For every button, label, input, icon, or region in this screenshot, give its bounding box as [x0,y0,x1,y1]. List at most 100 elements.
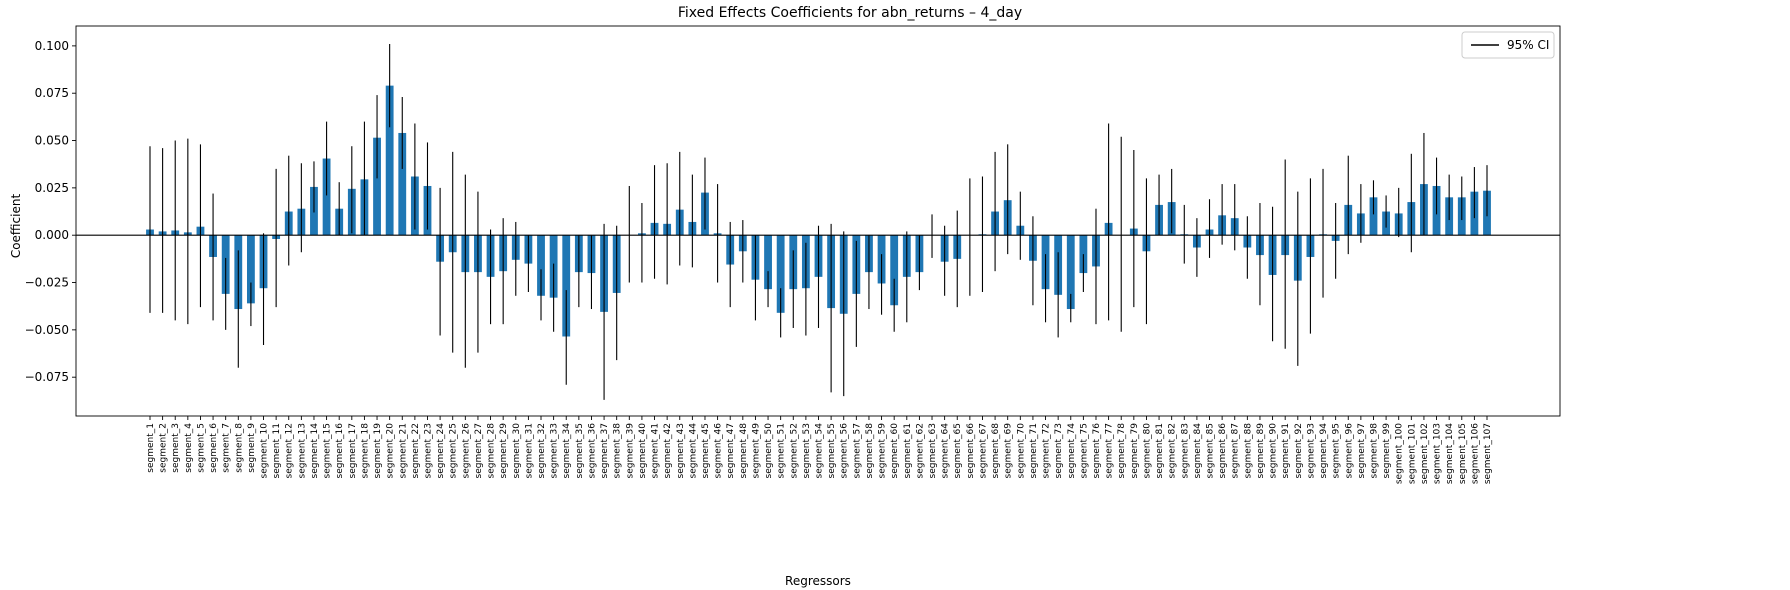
x-tick-label: segment_92 [1294,423,1304,478]
x-tick-label: segment_84 [1193,423,1203,479]
x-tick-label: segment_80 [1142,423,1152,479]
x-tick-label: segment_60 [890,423,900,479]
x-tick-label: segment_93 [1306,423,1316,478]
x-tick-label: segment_25 [449,423,459,478]
x-tick-label: segment_65 [953,423,963,478]
x-tick-label: segment_41 [651,423,661,478]
x-tick-label: segment_18 [360,423,370,479]
x-tick-label: segment_8 [234,423,244,473]
x-tick-label: segment_46 [714,423,724,479]
x-tick-label: segment_94 [1319,423,1329,479]
y-tick-label: −0.025 [25,276,69,290]
x-tick-label: segment_77 [1105,423,1115,478]
bar [246,235,255,304]
x-tick-label: segment_71 [1029,423,1039,478]
x-tick-label: segment_101 [1407,423,1417,484]
x-tick-label: segment_6 [209,423,219,473]
x-tick-label: segment_78 [1117,423,1127,479]
ci-errorbar-series [149,43,1488,400]
bar [1369,197,1378,236]
x-tick-label: segment_73 [1054,423,1064,478]
legend-box [1461,31,1555,59]
x-tick-label: segment_38 [613,423,623,479]
bar [385,85,394,236]
x-tick-label: segment_95 [1332,423,1342,478]
x-tick-label: segment_89 [1256,423,1266,479]
x-tick-label: segment_66 [966,423,976,479]
x-tick-label: segment_37 [600,423,610,478]
x-tick-label: segment_82 [1168,423,1178,478]
x-tick-label: segment_35 [575,423,585,478]
y-tick-label: −0.075 [25,370,69,384]
x-axis: segment_1 segment_2 segment_3 segment_4 segm… [146,416,1493,484]
x-tick-label: segment_55 [827,423,837,478]
bar [537,235,545,296]
x-tick-label: segment_70 [1016,423,1026,479]
chart-title: Fixed Effects Coefficients for abn_retur… [678,5,1022,21]
x-tick-label: segment_69 [1004,423,1014,479]
x-tick-label: segment_29 [499,423,509,479]
x-tick-label: segment_24 [436,423,446,479]
x-tick-label: segment_102 [1420,423,1430,484]
x-tick-label: segment_52 [789,423,799,478]
x-tick-label: segment_85 [1206,423,1216,478]
x-tick-label: segment_9 [247,423,257,473]
x-tick-label: segment_97 [1357,423,1367,478]
y-tick-label: −0.050 [25,323,69,337]
x-tick-label: segment_76 [1092,423,1102,479]
y-tick-label: 0.100 [35,39,69,53]
x-tick-label: segment_17 [348,423,358,478]
x-tick-label: segment_33 [550,423,560,478]
x-tick-label: segment_13 [297,423,307,478]
x-tick-label: segment_64 [941,423,951,479]
x-tick-label: segment_54 [815,423,825,479]
bar [776,235,785,313]
x-tick-label: segment_30 [512,423,522,479]
x-tick-label: segment_104 [1445,423,1455,484]
x-tick-label: segment_68 [991,423,1001,479]
x-tick-label: segment_57 [852,423,862,478]
x-tick-label: segment_56 [840,423,850,479]
x-tick-label: segment_3 [171,423,181,473]
y-axis-label: Coefficient [9,194,23,259]
x-tick-label: segment_74 [1067,423,1077,479]
x-tick-label: segment_20 [386,423,396,479]
x-tick-label: segment_63 [928,423,938,478]
y-axis: −0.075 −0.050 −0.025 0.000 0.025 0.050 0.075 0.… [25,39,76,384]
x-tick-label: segment_36 [587,423,597,479]
x-tick-label: segment_19 [373,423,383,479]
bar [764,235,772,290]
x-tick-label: segment_72 [1042,423,1052,478]
x-tick-label: segment_7 [222,423,232,473]
x-tick-label: segment_105 [1458,423,1468,484]
x-tick-label: segment_39 [625,423,635,479]
x-tick-label: segment_27 [474,423,484,478]
x-tick-label: segment_98 [1369,423,1379,479]
y-tick-label: 0.050 [35,134,69,148]
x-tick-label: segment_83 [1180,423,1190,478]
x-tick-label: segment_96 [1344,423,1354,479]
y-tick-label: 0.075 [35,86,69,100]
x-tick-label: segment_32 [537,423,547,478]
x-tick-label: segment_40 [638,423,648,479]
x-tick-label: segment_1 [146,423,156,473]
x-tick-label: segment_15 [323,423,333,478]
x-tick-label: segment_107 [1483,423,1493,484]
x-tick-label: segment_22 [411,423,421,478]
bar [322,158,331,236]
x-tick-label: segment_21 [398,423,408,478]
bar [1066,235,1075,310]
x-tick-label: segment_2 [159,423,169,473]
y-tick-label: 0.000 [35,228,69,242]
x-tick-label: segment_50 [764,423,774,479]
x-tick-label: segment_51 [777,423,787,478]
x-tick-label: segment_62 [915,423,925,478]
x-tick-label: segment_26 [461,423,471,479]
legend: 95% CI [1461,31,1555,59]
bar [562,235,571,337]
x-tick-label: segment_11 [272,423,282,478]
x-tick-label: segment_53 [802,423,812,478]
x-tick-label: segment_86 [1218,423,1228,479]
x-tick-label: segment_81 [1155,423,1165,478]
